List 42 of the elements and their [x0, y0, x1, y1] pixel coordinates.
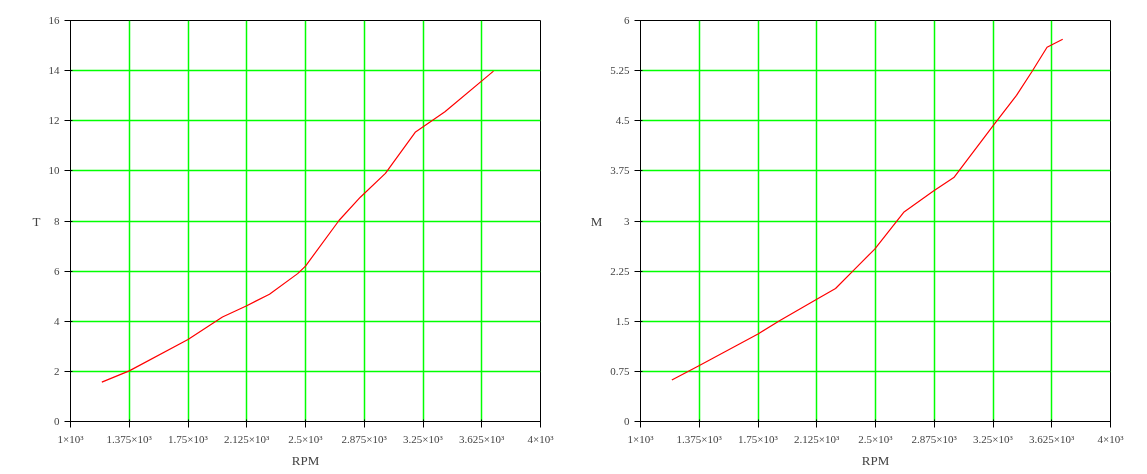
x-tick-label: 2.875×10³ [911, 432, 958, 445]
x-tick-label: 1.375×10³ [676, 432, 723, 445]
x-tick-label: 1×10³ [57, 432, 85, 445]
y-tick-label: 6 [54, 264, 60, 277]
x-tick-label: 4×10³ [527, 432, 555, 445]
y-tick-label: 5.25 [610, 64, 630, 77]
x-tick-label: 1×10³ [627, 432, 655, 445]
y-tick-label: 12 [48, 114, 60, 127]
x-tick-label: 3.25×10³ [973, 432, 1014, 445]
x-tick-label: 3.625×10³ [1029, 432, 1076, 445]
line-series [671, 38, 1064, 381]
x-tick-label: 2.5×10³ [288, 432, 324, 445]
y-tick-label: 6 [624, 14, 630, 26]
x-tick-label: 2.125×10³ [224, 432, 271, 445]
y-tick-label: 10 [48, 164, 60, 177]
y-tick-label: 4.5 [615, 114, 630, 127]
x-tick-label: 1.75×10³ [168, 432, 209, 445]
y-tick-label: 8 [54, 214, 60, 227]
y-tick-label: 0.75 [610, 364, 630, 377]
x-axis-title: RPM [291, 452, 320, 468]
y-tick-label: 1.5 [615, 314, 630, 327]
y-tick-label: 2.25 [610, 264, 630, 277]
y-tick-label: 0 [624, 415, 630, 427]
x-tick-label: 3.625×10³ [459, 432, 506, 445]
y-tick-label: 3 [624, 214, 630, 227]
line-series [101, 70, 495, 383]
x-tick-label: 2.875×10³ [341, 432, 388, 445]
y-tick-label: 3.75 [610, 164, 630, 177]
y-tick-label: 2 [54, 364, 60, 377]
x-axis-title: RPM [861, 452, 890, 468]
y-tick-label: 16 [48, 14, 60, 26]
y-axis-title: T [32, 213, 41, 229]
x-tick-label: 3.25×10³ [403, 432, 444, 445]
x-tick-label: 4×10³ [1097, 432, 1125, 445]
y-tick-label: 0 [54, 415, 60, 427]
y-tick-label: 14 [48, 64, 60, 77]
y-tick-label: 4 [54, 314, 60, 327]
y-axis-title: M [590, 213, 603, 229]
x-tick-label: 1.375×10³ [106, 432, 153, 445]
x-tick-label: 1.75×10³ [738, 432, 779, 445]
x-tick-label: 2.5×10³ [858, 432, 894, 445]
x-tick-label: 2.125×10³ [794, 432, 841, 445]
